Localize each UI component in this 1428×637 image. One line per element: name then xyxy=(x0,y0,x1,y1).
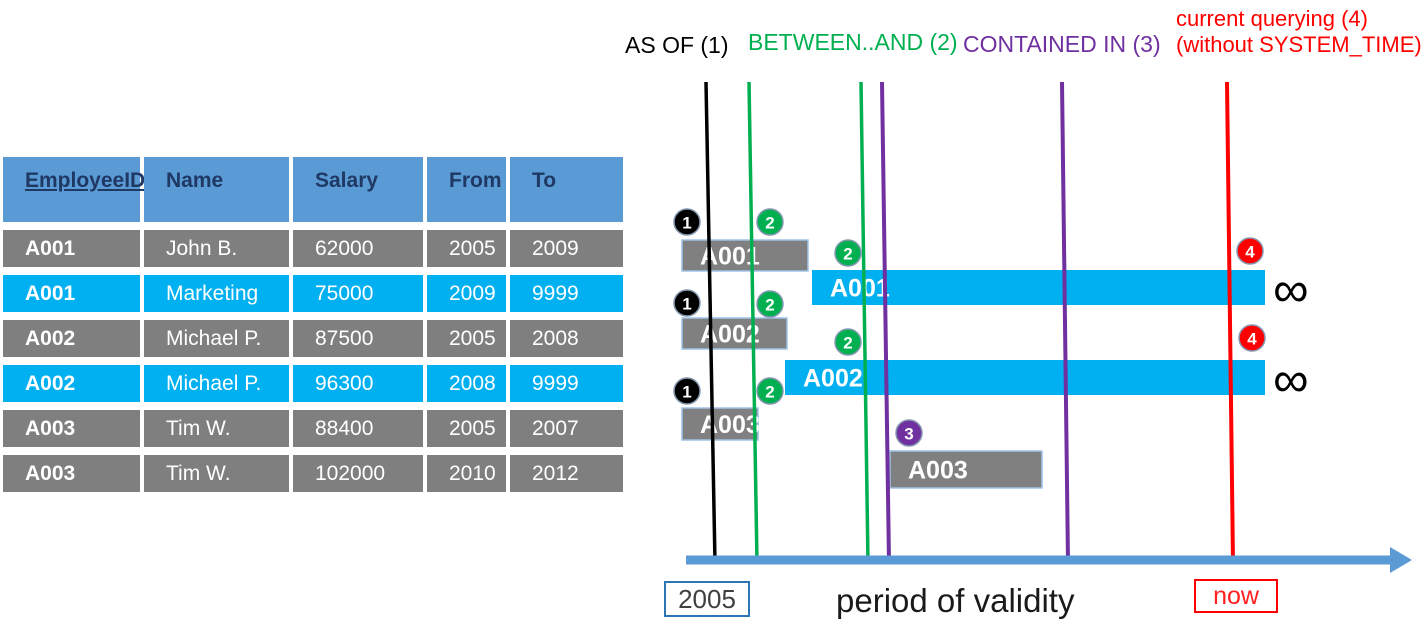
query-badge-2-icon xyxy=(756,377,784,405)
query-badge-1-icon xyxy=(673,208,701,236)
query-badge-number: 3 xyxy=(904,425,913,444)
table-cell: 2009 xyxy=(510,230,623,267)
period-bar-a001-gray xyxy=(681,239,809,272)
table-row: A001 John B. 62000 2005 2009 xyxy=(3,230,623,267)
table-cell: 2008 xyxy=(510,320,623,357)
table-cell: 2005 xyxy=(427,410,506,447)
table-cell: Marketing xyxy=(144,275,289,312)
query-badge-number: 2 xyxy=(765,214,774,233)
period-bar-label: A003 xyxy=(908,457,968,485)
as-of-line xyxy=(704,81,717,564)
table-row: A001 Marketing 75000 2009 9999 xyxy=(3,275,623,312)
time-axis-arrowhead-icon xyxy=(1390,547,1412,573)
table-cell: 2005 xyxy=(427,230,506,267)
table-cell: Tim W. xyxy=(144,410,289,447)
table-cell: 75000 xyxy=(293,275,423,312)
table-cell: 2012 xyxy=(510,455,623,492)
query-badge-number: 4 xyxy=(1245,243,1255,262)
query-badge-1-icon xyxy=(673,377,701,405)
table-cell: 2009 xyxy=(427,275,506,312)
query-badge-2-icon xyxy=(756,290,784,318)
table-cell: Michael P. xyxy=(144,320,289,357)
table-cell: 88400 xyxy=(293,410,423,447)
table-cell: 102000 xyxy=(293,455,423,492)
infinity-icon: ∞ xyxy=(1273,352,1309,408)
query-badge-number: 2 xyxy=(843,334,852,353)
table-row: A003 Tim W. 88400 2005 2007 xyxy=(3,410,623,447)
period-bar-a003-gray xyxy=(681,407,759,441)
table-cell: Michael P. xyxy=(144,365,289,402)
table-row: A002 Michael P. 96300 2008 9999 xyxy=(3,365,623,402)
query-badge-number: 1 xyxy=(682,214,691,233)
period-bar-a001-cyan xyxy=(812,270,1265,305)
query-badge-number: 2 xyxy=(843,245,852,264)
contained-end-line xyxy=(1060,81,1070,564)
period-bar-a002-gray xyxy=(681,317,788,350)
query-badge-number: 1 xyxy=(682,295,691,314)
legend-contained-in: CONTAINED IN (3) xyxy=(963,31,1161,57)
table-cell: 9999 xyxy=(510,365,623,402)
table-cell: 2007 xyxy=(510,410,623,447)
query-badge-2-icon xyxy=(834,239,862,267)
table-header-row: EmployeeID Name Salary From To xyxy=(3,157,623,222)
infinity-icon: ∞ xyxy=(1273,262,1309,318)
legend-between-and: BETWEEN..AND (2) xyxy=(748,29,958,55)
contained-start-line xyxy=(880,81,891,564)
between-start-line xyxy=(747,81,759,564)
table-cell: 62000 xyxy=(293,230,423,267)
table-cell: A003 xyxy=(3,455,140,492)
table-row: A002 Michael P. 87500 2005 2008 xyxy=(3,320,623,357)
query-badge-4-icon xyxy=(1236,237,1264,265)
axis-caption: period of validity xyxy=(836,582,1075,619)
table-cell: 96300 xyxy=(293,365,423,402)
table-cell: 87500 xyxy=(293,320,423,357)
table-cell: A002 xyxy=(3,365,140,402)
legend-as-of: AS OF (1) xyxy=(625,32,729,58)
column-header-name: Name xyxy=(144,157,289,222)
table-cell: 9999 xyxy=(510,275,623,312)
period-bar-label: A002 xyxy=(803,365,863,393)
column-header-from: From xyxy=(427,157,506,222)
table-cell: A001 xyxy=(3,275,140,312)
table-cell: 2008 xyxy=(427,365,506,402)
employee-table: EmployeeID Name Salary From To A001 John B. 620… xyxy=(3,157,623,492)
query-badge-number: 2 xyxy=(765,383,774,402)
table-cell: Tim W. xyxy=(144,455,289,492)
table-cell: 2010 xyxy=(427,455,506,492)
legend-current-line2: (without SYSTEM_TIME) xyxy=(1176,32,1422,57)
query-badge-3-icon xyxy=(895,419,923,447)
query-badge-4-icon xyxy=(1238,324,1266,352)
period-bar-label: A003 xyxy=(700,411,760,439)
query-badge-1-icon xyxy=(673,289,701,317)
between-end-line xyxy=(859,81,870,564)
table-cell: John B. xyxy=(144,230,289,267)
table-row: A003 Tim W. 102000 2010 2012 xyxy=(3,455,623,492)
query-badge-number: 2 xyxy=(765,296,774,315)
table-cell: 2005 xyxy=(427,320,506,357)
table-cell: A002 xyxy=(3,320,140,357)
column-header-to: To xyxy=(510,157,623,222)
period-bar-a003-gray xyxy=(889,450,1043,489)
query-badge-number: 4 xyxy=(1247,330,1257,349)
axis-now-label: now xyxy=(1194,579,1278,613)
query-badge-2-icon xyxy=(834,328,862,356)
now-line xyxy=(1225,81,1235,564)
table-cell: A003 xyxy=(3,410,140,447)
query-badge-2-icon xyxy=(756,208,784,236)
legend-current-querying: current querying (4) (without SYSTEM_TIM… xyxy=(1176,6,1422,58)
column-header-salary: Salary xyxy=(293,157,423,222)
table-cell: A001 xyxy=(3,230,140,267)
axis-start-label: 2005 xyxy=(664,581,750,617)
legend-current-line1: current querying (4) xyxy=(1176,6,1368,31)
query-badge-number: 1 xyxy=(682,383,691,402)
column-header-employeeid: EmployeeID xyxy=(3,157,145,222)
period-bar-label: A001 xyxy=(830,275,890,303)
